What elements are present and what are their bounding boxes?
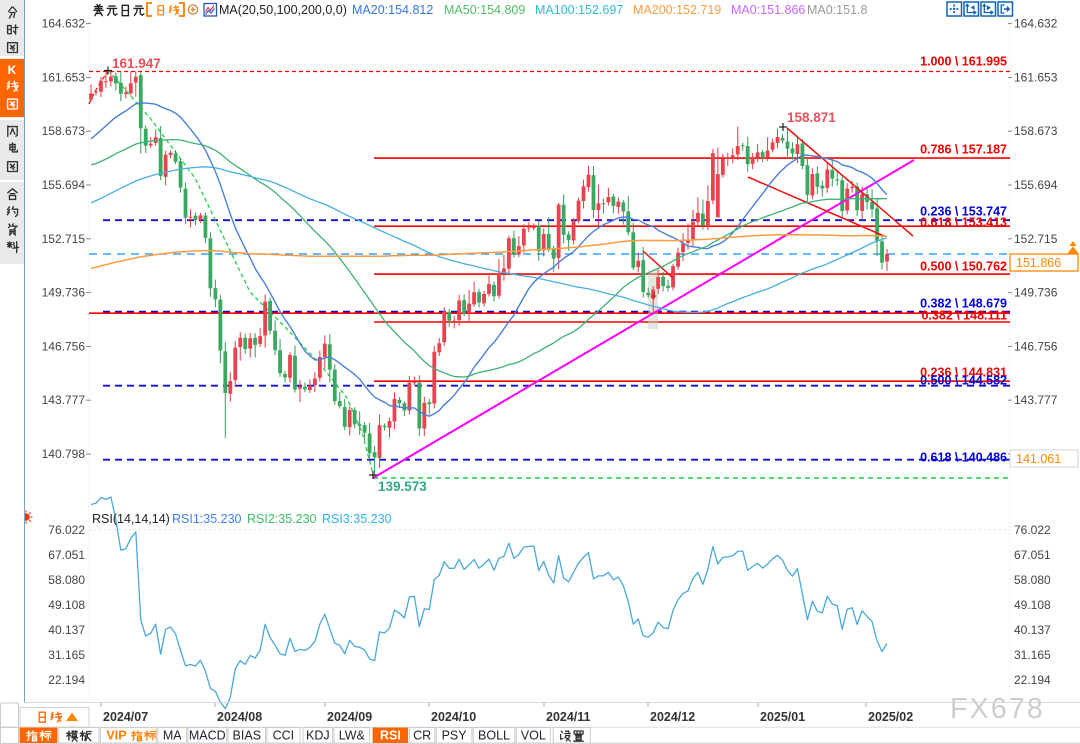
svg-text:146.756: 146.756 bbox=[1014, 339, 1058, 353]
svg-text:146.756: 146.756 bbox=[42, 339, 86, 353]
svg-text:MACD: MACD bbox=[189, 729, 226, 743]
svg-text:MA100:152.697: MA100:152.697 bbox=[535, 3, 623, 17]
svg-text:MA200:152.719: MA200:152.719 bbox=[633, 3, 721, 17]
svg-text:0.500 \ 150.762: 0.500 \ 150.762 bbox=[920, 260, 1007, 274]
svg-text:58.080: 58.080 bbox=[48, 573, 85, 587]
svg-text:164.632: 164.632 bbox=[1014, 17, 1058, 31]
svg-text:MA0:151.8: MA0:151.8 bbox=[807, 3, 868, 17]
svg-text:2024/10: 2024/10 bbox=[431, 710, 476, 724]
svg-text:164.632: 164.632 bbox=[42, 17, 86, 31]
svg-text:0.236 \ 144.831: 0.236 \ 144.831 bbox=[920, 366, 1007, 380]
svg-text:22.194: 22.194 bbox=[1014, 673, 1051, 687]
svg-text:151.866: 151.866 bbox=[1016, 256, 1061, 270]
svg-text:CR: CR bbox=[413, 729, 431, 743]
svg-text:155.694: 155.694 bbox=[42, 178, 86, 192]
svg-text:152.715: 152.715 bbox=[42, 232, 86, 246]
svg-text:161.653: 161.653 bbox=[1014, 70, 1058, 84]
svg-text:2024/08: 2024/08 bbox=[217, 710, 262, 724]
svg-text:LW&: LW& bbox=[339, 729, 366, 743]
svg-text:RSI2:35.230: RSI2:35.230 bbox=[247, 512, 317, 526]
svg-text:K: K bbox=[8, 63, 17, 77]
svg-text:161.947: 161.947 bbox=[112, 56, 161, 71]
svg-text:40.137: 40.137 bbox=[1014, 623, 1051, 637]
svg-text:67.051: 67.051 bbox=[1014, 548, 1051, 562]
svg-text:155.694: 155.694 bbox=[1014, 178, 1058, 192]
svg-text:149.736: 149.736 bbox=[1014, 286, 1058, 300]
svg-text:152.715: 152.715 bbox=[1014, 232, 1058, 246]
svg-text:MA: MA bbox=[163, 729, 182, 743]
svg-text:0.500 \ 144.582: 0.500 \ 144.582 bbox=[920, 374, 1007, 388]
svg-text:143.777: 143.777 bbox=[1014, 393, 1058, 407]
svg-text:31.165: 31.165 bbox=[1014, 648, 1051, 662]
svg-text:0.618 \ 153.413: 0.618 \ 153.413 bbox=[920, 216, 1007, 230]
svg-text:40.137: 40.137 bbox=[48, 623, 85, 637]
svg-text:143.777: 143.777 bbox=[42, 393, 86, 407]
svg-text:139.573: 139.573 bbox=[378, 479, 427, 494]
svg-text:RSI1:35.230: RSI1:35.230 bbox=[172, 512, 242, 526]
svg-text:VIP: VIP bbox=[106, 729, 126, 743]
svg-text:158.673: 158.673 bbox=[42, 124, 86, 138]
svg-text:76.022: 76.022 bbox=[48, 523, 85, 537]
svg-text:1.000 \ 161.995: 1.000 \ 161.995 bbox=[920, 55, 1007, 69]
svg-text:RSI: RSI bbox=[380, 729, 401, 743]
svg-text:MA20:154.812: MA20:154.812 bbox=[352, 3, 433, 17]
svg-text:VOL: VOL bbox=[521, 729, 546, 743]
svg-text:RSI(14,14,14): RSI(14,14,14) bbox=[92, 512, 170, 526]
svg-text:141.061: 141.061 bbox=[1016, 452, 1061, 466]
svg-text:140.798: 140.798 bbox=[42, 447, 86, 461]
svg-text:58.080: 58.080 bbox=[1014, 573, 1051, 587]
svg-text:0.382 \ 148.111: 0.382 \ 148.111 bbox=[921, 309, 1007, 323]
svg-text:2024/09: 2024/09 bbox=[327, 710, 372, 724]
svg-text:MA0:151.866: MA0:151.866 bbox=[731, 3, 805, 17]
svg-text:149.736: 149.736 bbox=[42, 286, 86, 300]
svg-text:2025/02: 2025/02 bbox=[868, 710, 913, 724]
svg-text:0.618 \ 140.486: 0.618 \ 140.486 bbox=[920, 451, 1007, 465]
svg-text:158.673: 158.673 bbox=[1014, 124, 1058, 138]
svg-text:2024/12: 2024/12 bbox=[650, 710, 695, 724]
svg-text:BOLL: BOLL bbox=[478, 729, 510, 743]
svg-text:2024/07: 2024/07 bbox=[103, 710, 148, 724]
svg-text:0.236 \ 153.747: 0.236 \ 153.747 bbox=[920, 205, 1007, 219]
svg-text:49.108: 49.108 bbox=[1014, 598, 1051, 612]
svg-text:161.653: 161.653 bbox=[42, 70, 86, 84]
svg-text:2024/11: 2024/11 bbox=[546, 710, 591, 724]
svg-text:PSY: PSY bbox=[442, 729, 468, 743]
svg-text:0.382 \ 148.679: 0.382 \ 148.679 bbox=[920, 297, 1007, 311]
svg-text:CCI: CCI bbox=[273, 729, 295, 743]
svg-text:MA(20,50,100,200,0,0): MA(20,50,100,200,0,0) bbox=[219, 3, 347, 17]
svg-text:0.786 \ 157.187: 0.786 \ 157.187 bbox=[920, 143, 1007, 157]
svg-text:31.165: 31.165 bbox=[48, 648, 85, 662]
svg-text:158.871: 158.871 bbox=[787, 110, 836, 125]
svg-text:22.194: 22.194 bbox=[48, 673, 85, 687]
svg-text:76.022: 76.022 bbox=[1014, 523, 1051, 537]
svg-text:2025/01: 2025/01 bbox=[760, 710, 805, 724]
svg-text:67.051: 67.051 bbox=[48, 548, 85, 562]
svg-text:KDJ: KDJ bbox=[306, 729, 330, 743]
svg-text:BIAS: BIAS bbox=[233, 729, 262, 743]
svg-text:FX678: FX678 bbox=[950, 693, 1045, 725]
svg-text:RSI3:35.230: RSI3:35.230 bbox=[322, 512, 392, 526]
svg-text:MA50:154.809: MA50:154.809 bbox=[444, 3, 525, 17]
svg-text:49.108: 49.108 bbox=[48, 598, 85, 612]
